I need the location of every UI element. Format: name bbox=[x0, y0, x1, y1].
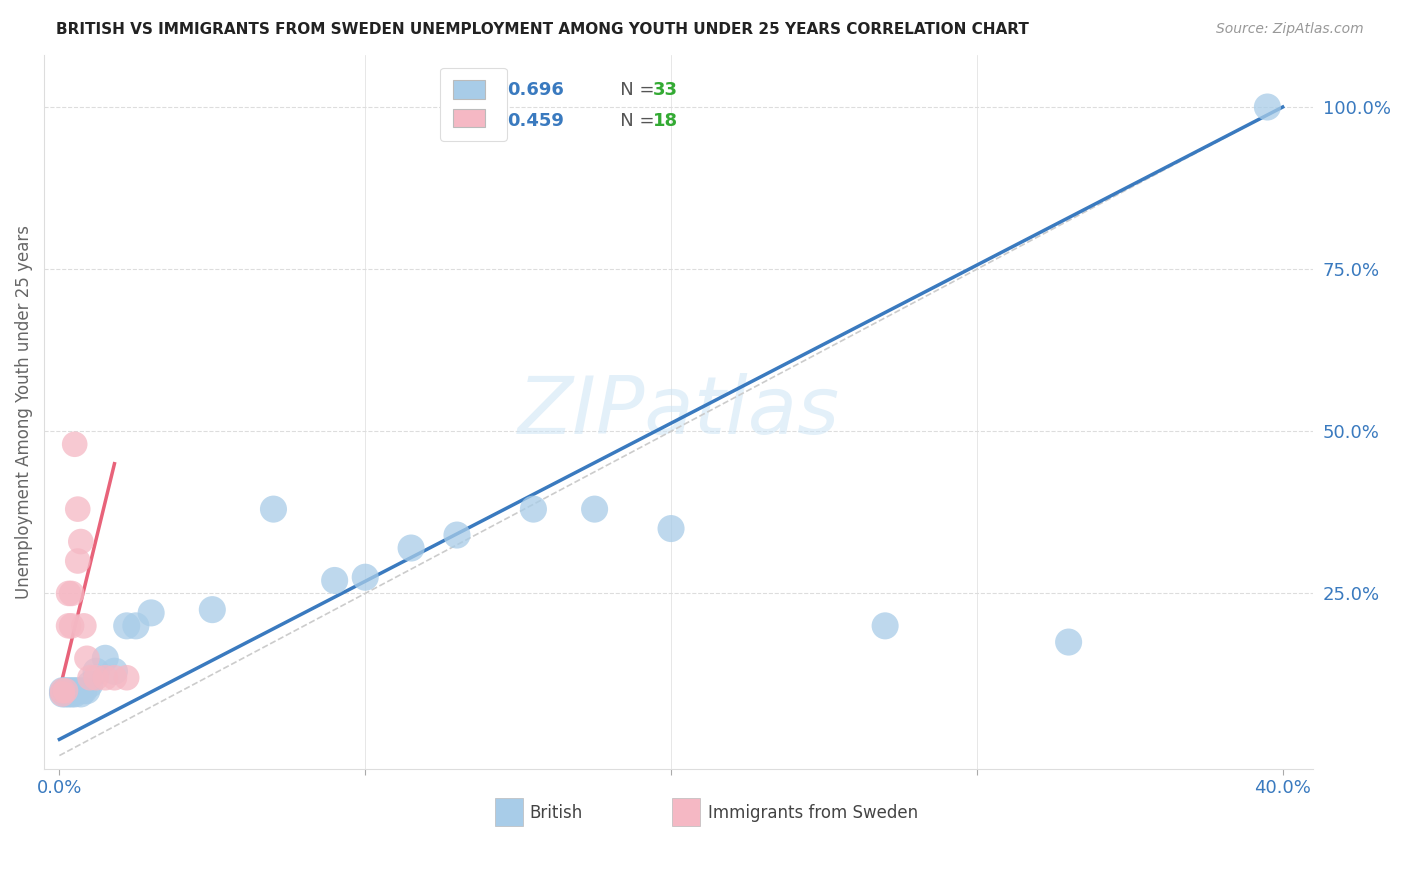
Point bbox=[69, 687, 91, 701]
Point bbox=[94, 651, 117, 665]
Point bbox=[94, 671, 117, 685]
Point bbox=[323, 574, 346, 588]
Point bbox=[60, 586, 83, 600]
Point bbox=[63, 683, 86, 698]
Point bbox=[84, 671, 107, 685]
Point bbox=[63, 437, 86, 451]
Point bbox=[69, 534, 91, 549]
Text: 18: 18 bbox=[654, 112, 679, 130]
Point bbox=[103, 665, 125, 679]
Point bbox=[141, 606, 163, 620]
Point bbox=[446, 528, 468, 542]
Legend: , : , bbox=[440, 68, 508, 141]
Text: 0.696: 0.696 bbox=[508, 81, 564, 99]
Point bbox=[522, 502, 544, 516]
Text: ZIPatlas: ZIPatlas bbox=[517, 373, 839, 450]
Text: British: British bbox=[529, 804, 582, 822]
Point bbox=[201, 602, 224, 616]
Point bbox=[51, 687, 73, 701]
Point bbox=[58, 687, 80, 701]
Point bbox=[60, 683, 83, 698]
Text: N =: N = bbox=[603, 81, 659, 99]
Point bbox=[583, 502, 606, 516]
Point bbox=[1057, 635, 1080, 649]
Point bbox=[51, 683, 73, 698]
Text: N =: N = bbox=[603, 112, 659, 130]
Point bbox=[58, 619, 80, 633]
Point bbox=[73, 683, 96, 698]
Point bbox=[66, 502, 89, 516]
Point bbox=[58, 683, 80, 698]
Point bbox=[73, 619, 96, 633]
Point bbox=[51, 683, 73, 698]
Point bbox=[79, 671, 101, 685]
Point bbox=[51, 687, 73, 701]
FancyBboxPatch shape bbox=[672, 798, 700, 826]
Point bbox=[115, 619, 138, 633]
Text: 0.459: 0.459 bbox=[508, 112, 564, 130]
Point bbox=[79, 677, 101, 691]
Point bbox=[66, 554, 89, 568]
Point bbox=[84, 665, 107, 679]
Point bbox=[60, 619, 83, 633]
Text: BRITISH VS IMMIGRANTS FROM SWEDEN UNEMPLOYMENT AMONG YOUTH UNDER 25 YEARS CORREL: BRITISH VS IMMIGRANTS FROM SWEDEN UNEMPL… bbox=[56, 22, 1029, 37]
Point bbox=[55, 687, 77, 701]
Point bbox=[875, 619, 897, 633]
Point bbox=[76, 683, 98, 698]
Text: 33: 33 bbox=[654, 81, 678, 99]
Point bbox=[1256, 100, 1278, 114]
Text: Immigrants from Sweden: Immigrants from Sweden bbox=[707, 804, 918, 822]
Point bbox=[63, 687, 86, 701]
Point bbox=[125, 619, 148, 633]
Point bbox=[60, 687, 83, 701]
Point bbox=[76, 651, 98, 665]
Point bbox=[263, 502, 285, 516]
FancyBboxPatch shape bbox=[495, 798, 523, 826]
Point bbox=[354, 570, 377, 584]
Point bbox=[659, 522, 682, 536]
Point bbox=[58, 586, 80, 600]
Point bbox=[66, 683, 89, 698]
Text: R =: R = bbox=[475, 81, 515, 99]
Point bbox=[115, 671, 138, 685]
Y-axis label: Unemployment Among Youth under 25 years: Unemployment Among Youth under 25 years bbox=[15, 225, 32, 599]
Point bbox=[103, 671, 125, 685]
Point bbox=[399, 541, 422, 555]
Point bbox=[55, 683, 77, 698]
Text: R =: R = bbox=[475, 112, 515, 130]
Text: Source: ZipAtlas.com: Source: ZipAtlas.com bbox=[1216, 22, 1364, 37]
Point bbox=[55, 683, 77, 698]
